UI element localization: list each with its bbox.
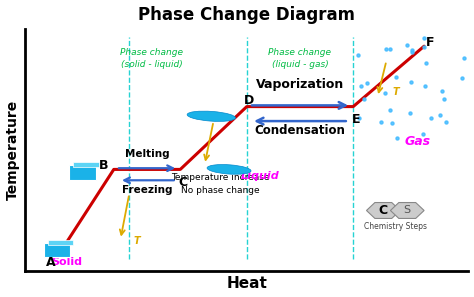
Text: B: B (99, 159, 109, 172)
Text: F: F (426, 36, 435, 49)
Text: Gas: Gas (404, 135, 430, 148)
Text: Freezing: Freezing (122, 185, 172, 195)
Text: C: C (178, 176, 188, 189)
Text: C: C (379, 204, 388, 217)
Text: Phase change
(solid - liquid): Phase change (solid - liquid) (120, 48, 183, 69)
Text: Solid: Solid (52, 257, 83, 267)
Text: Liquid: Liquid (241, 171, 280, 181)
FancyBboxPatch shape (73, 162, 99, 167)
Text: E: E (352, 113, 360, 127)
Text: A: A (46, 256, 55, 269)
Text: S: S (404, 206, 411, 216)
Ellipse shape (187, 111, 236, 121)
Text: T: T (134, 236, 140, 246)
Text: Temperature increase
No phase change: Temperature increase No phase change (171, 173, 269, 195)
FancyBboxPatch shape (48, 241, 73, 245)
FancyBboxPatch shape (69, 165, 96, 180)
FancyBboxPatch shape (44, 243, 70, 257)
Text: Melting: Melting (125, 149, 169, 159)
Y-axis label: Temperature: Temperature (6, 100, 19, 200)
Text: Chemistry Steps: Chemistry Steps (364, 222, 427, 230)
Text: T: T (392, 86, 399, 97)
Ellipse shape (207, 165, 251, 174)
Text: D: D (244, 94, 255, 107)
Text: Condensation: Condensation (255, 124, 346, 137)
Text: Vaporization: Vaporization (256, 78, 344, 91)
Text: Phase change
(liquid - gas): Phase change (liquid - gas) (268, 48, 331, 69)
Title: Phase Change Diagram: Phase Change Diagram (138, 6, 356, 23)
X-axis label: Heat: Heat (227, 277, 267, 291)
